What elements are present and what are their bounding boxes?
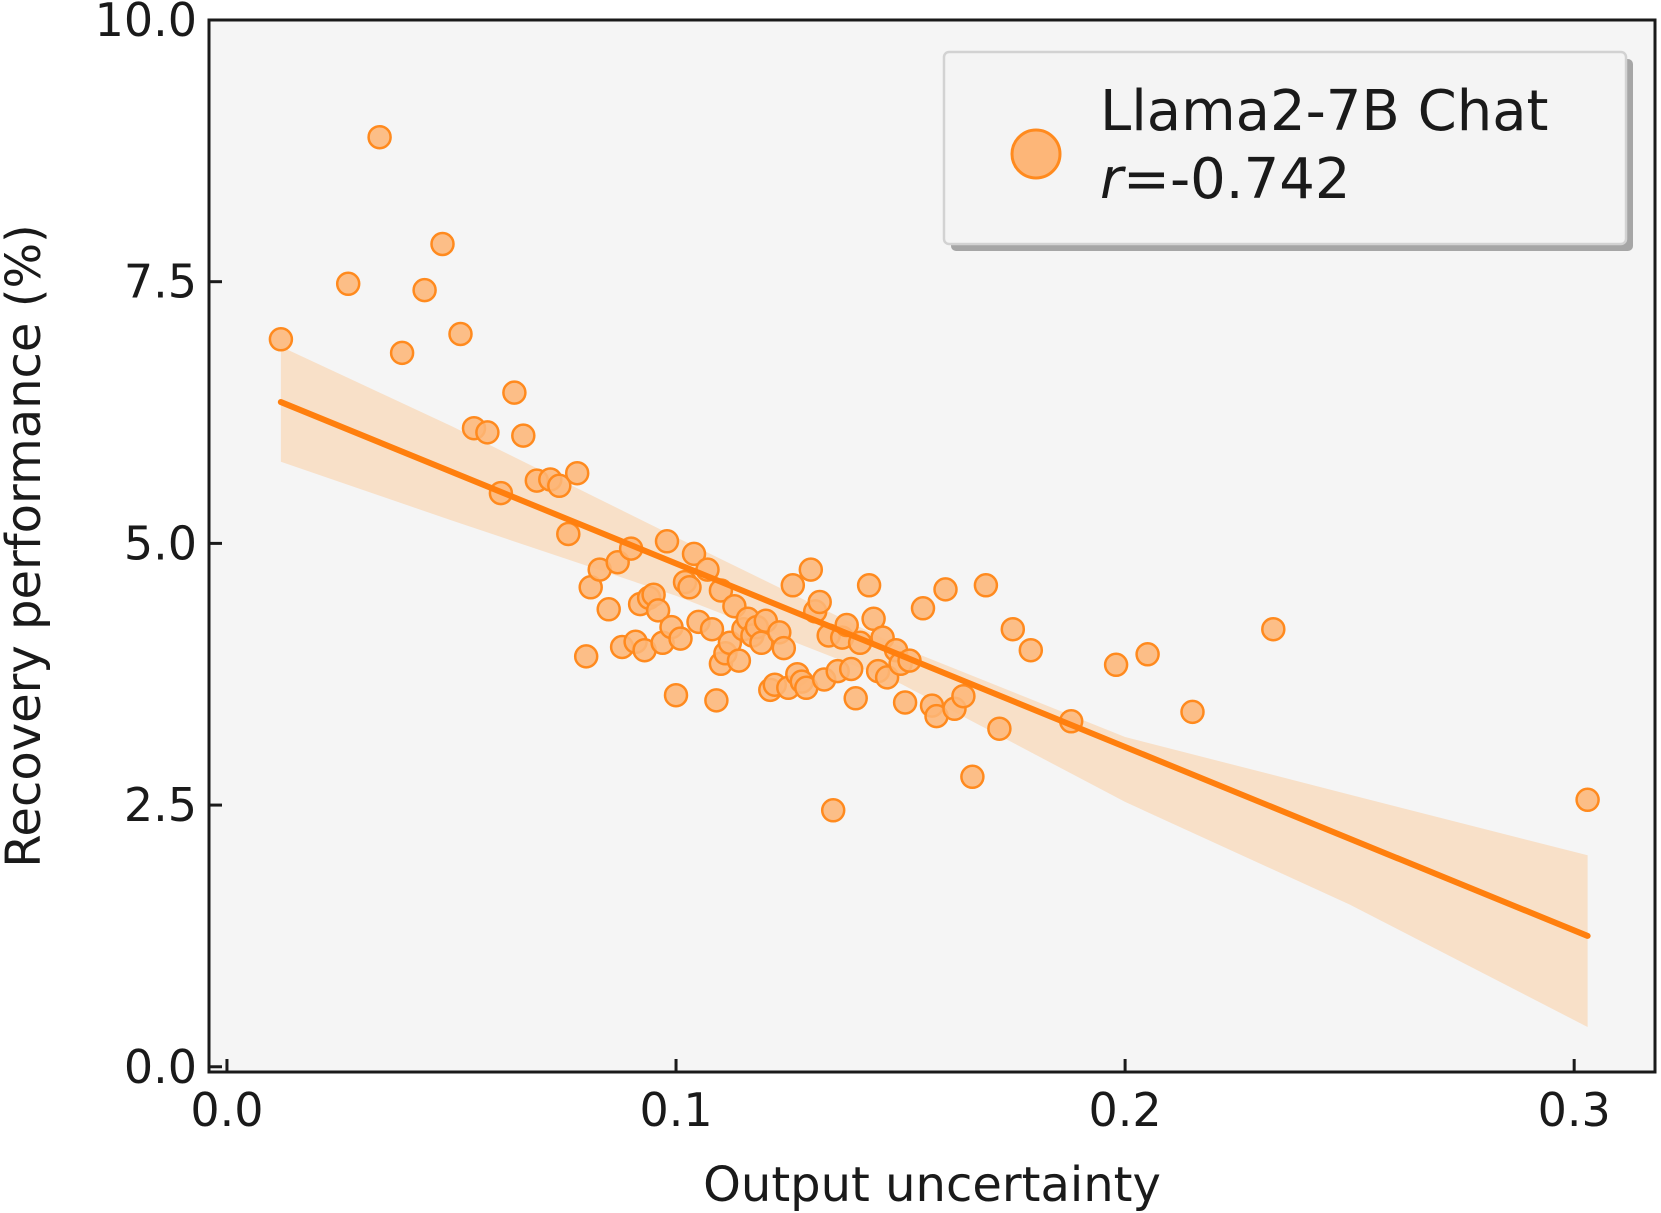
- y-tick-label: 5.0: [124, 516, 197, 570]
- data-point: [704, 688, 729, 713]
- data-point: [389, 340, 415, 366]
- data-point: [1575, 787, 1600, 813]
- legend: Llama2-7B Chat r=-0.742: [942, 50, 1633, 251]
- regression-layer: [277, 399, 1591, 939]
- data-point: [1135, 642, 1160, 667]
- data-point: [430, 231, 455, 257]
- data-point: [951, 683, 976, 709]
- x-axis-label: Output uncertainty: [703, 1157, 1161, 1213]
- y-tick-label: 10.0: [95, 0, 197, 47]
- legend-box: [942, 50, 1628, 246]
- data-point: [726, 648, 752, 673]
- data-point: [933, 577, 958, 602]
- data-point: [511, 423, 536, 448]
- x-tick-label: 0.3: [1538, 1083, 1611, 1137]
- plot-frame: [207, 18, 1657, 1074]
- confidence-band-layer: [280, 346, 1588, 1028]
- data-point: [856, 573, 882, 598]
- data-point: [843, 686, 868, 711]
- confidence-band: [280, 346, 1588, 1028]
- data-point: [596, 597, 621, 622]
- data-point: [1261, 616, 1286, 642]
- y-tick-label: 7.5: [124, 255, 197, 309]
- legend-correlation: r=-0.742: [1100, 147, 1350, 212]
- data-point: [677, 575, 702, 600]
- data-point: [1103, 652, 1129, 678]
- regression-line: [277, 399, 1591, 939]
- data-point: [502, 380, 527, 405]
- data-point: [448, 321, 473, 347]
- y-tick-label: 0.0: [124, 1040, 197, 1094]
- x-axis: 0.0 0.1 0.2 0.3: [190, 1059, 1611, 1137]
- data-point: [663, 682, 689, 708]
- data-point: [475, 420, 500, 445]
- data-point: [547, 473, 572, 499]
- data-point: [268, 327, 294, 352]
- y-axis: 0.0 2.5 5.0 7.5 10.0: [95, 0, 222, 1094]
- data-point: [771, 635, 797, 661]
- data-point: [668, 626, 693, 651]
- x-tick-label: 0.1: [639, 1083, 712, 1137]
- data-point: [838, 656, 864, 682]
- data-point: [367, 124, 392, 150]
- data-point: [780, 573, 806, 598]
- data-point: [573, 644, 599, 669]
- y-axis-label: Recovery performance (%): [0, 224, 52, 868]
- data-point: [1180, 699, 1205, 725]
- data-point: [973, 573, 999, 598]
- x-tick-label: 0.2: [1089, 1083, 1162, 1137]
- data-point: [681, 541, 707, 567]
- legend-marker: [1010, 128, 1062, 180]
- data-point: [807, 589, 832, 615]
- data-point: [412, 277, 437, 303]
- data-point: [910, 596, 936, 621]
- data-point: [798, 557, 824, 582]
- data-point: [645, 598, 671, 623]
- legend-correlation-value: =-0.742: [1123, 147, 1350, 212]
- data-point: [820, 798, 846, 823]
- legend-series-name: Llama2-7B Chat: [1100, 79, 1549, 144]
- data-point: [1000, 616, 1026, 642]
- data-point: [556, 521, 581, 547]
- data-point: [892, 690, 918, 715]
- legend-correlation-symbol: r: [1100, 147, 1126, 212]
- data-point: [987, 716, 1012, 741]
- y-tick-label: 2.5: [124, 778, 197, 832]
- data-point: [564, 460, 590, 486]
- data-point: [699, 616, 725, 642]
- data-point: [654, 529, 680, 554]
- data-point: [1018, 637, 1044, 663]
- data-point: [960, 764, 985, 790]
- x-tick-label: 0.0: [190, 1083, 263, 1137]
- data-point: [335, 271, 361, 297]
